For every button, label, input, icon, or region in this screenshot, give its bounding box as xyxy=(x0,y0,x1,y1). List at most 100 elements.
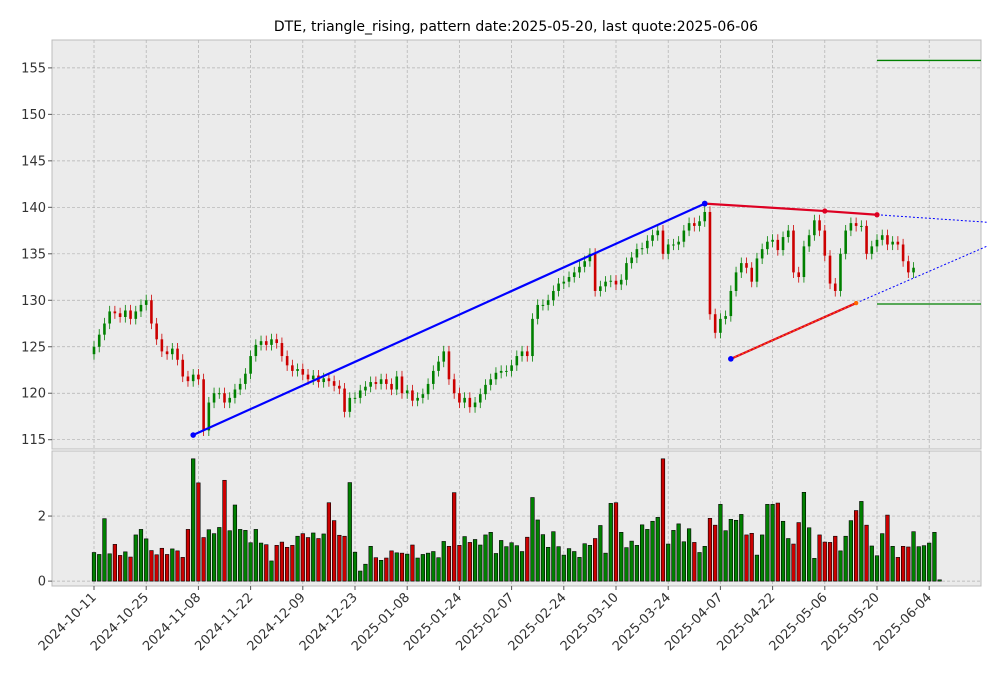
volume-bar xyxy=(827,542,833,582)
price-tick-label: 125 xyxy=(21,340,46,355)
candle-body xyxy=(296,369,299,371)
candle-body xyxy=(578,266,581,273)
volume-bar xyxy=(488,532,493,582)
candle-body xyxy=(311,375,315,380)
volume-bar xyxy=(937,579,942,582)
volume-bar xyxy=(441,541,446,582)
volume-bar xyxy=(739,514,744,582)
volume-bar xyxy=(598,525,603,582)
candle-body xyxy=(233,389,237,398)
volume-bar xyxy=(472,539,478,582)
volume-bar xyxy=(504,546,509,582)
volume-bar xyxy=(211,533,217,582)
candle-body xyxy=(818,220,821,231)
volume-bar xyxy=(713,524,718,582)
volume-bar xyxy=(206,529,211,582)
candle-body xyxy=(505,370,508,372)
volume-bar xyxy=(645,529,650,582)
candle-body xyxy=(823,230,827,256)
price-tick-label: 135 xyxy=(21,247,46,262)
volume-bar xyxy=(185,529,191,582)
volume-bar xyxy=(144,538,149,582)
candle-body xyxy=(593,253,597,291)
volume-bar xyxy=(603,552,608,582)
candle-body xyxy=(264,341,268,345)
volume-bar xyxy=(243,530,248,582)
volume-bar xyxy=(112,544,117,582)
candle-body xyxy=(739,263,743,273)
volume-bar xyxy=(890,546,895,582)
volume-bar xyxy=(373,557,378,582)
candle-body xyxy=(165,351,169,355)
volume-bar xyxy=(895,557,900,582)
candle-body xyxy=(432,370,435,384)
candle-body xyxy=(332,381,336,386)
volume-bar xyxy=(775,502,780,582)
price-tick-label: 150 xyxy=(21,108,46,123)
volume-bar xyxy=(332,520,337,582)
volume-bar xyxy=(159,547,164,582)
candle-body xyxy=(484,384,487,395)
candle-body xyxy=(807,235,811,247)
volume-tick-label: 2 xyxy=(38,510,46,525)
volume-bar xyxy=(791,543,796,582)
volume-bar xyxy=(264,544,269,582)
candle-body xyxy=(583,261,586,267)
candle-body xyxy=(181,359,185,377)
volume-bar xyxy=(681,541,686,582)
volume-bar xyxy=(702,546,707,582)
candle-body xyxy=(520,351,524,357)
volume-bar xyxy=(133,534,138,582)
volume-bar xyxy=(227,530,232,582)
volume-bar xyxy=(692,542,697,582)
volume-bar xyxy=(363,563,368,582)
candle-body xyxy=(134,311,138,319)
volume-bar xyxy=(118,555,123,582)
candle-body xyxy=(275,339,278,344)
volume-bar xyxy=(880,533,885,582)
candle-body xyxy=(567,277,571,282)
candle-body xyxy=(515,356,519,366)
pattern-lines xyxy=(190,59,987,438)
volume-bar xyxy=(347,482,352,582)
volume-bar xyxy=(666,543,671,582)
volume-bar xyxy=(843,535,848,582)
volume-bar xyxy=(97,554,102,582)
candle-body xyxy=(860,225,863,227)
volume-bar xyxy=(869,545,874,582)
volume-bar xyxy=(352,551,358,582)
volume-bar xyxy=(91,552,97,582)
candle-body xyxy=(463,397,466,403)
volume-bar xyxy=(838,550,843,582)
price-tick-label: 155 xyxy=(21,61,46,76)
volume-bar xyxy=(420,554,425,582)
candle-body xyxy=(562,281,566,284)
price-tick-label: 140 xyxy=(21,201,46,216)
volume-bar xyxy=(415,557,420,582)
volume-bar xyxy=(326,502,332,582)
candle-body xyxy=(646,240,649,249)
volume-bar xyxy=(525,536,530,582)
candle-body xyxy=(458,393,461,403)
candle-body xyxy=(854,223,858,226)
candle-body xyxy=(338,385,341,389)
candle-body xyxy=(510,365,513,371)
candle-body xyxy=(703,211,707,222)
candle-body xyxy=(385,379,388,384)
upper-trend-point xyxy=(822,208,828,214)
candle-body xyxy=(839,253,842,291)
candle-body xyxy=(552,290,555,301)
volume-bar xyxy=(760,534,765,582)
volume-bar xyxy=(425,552,431,582)
candle-body xyxy=(833,283,837,291)
candle-body xyxy=(640,248,644,250)
candle-body xyxy=(113,311,117,314)
candle-body xyxy=(228,397,232,403)
candle-body xyxy=(766,241,769,250)
volume-bar xyxy=(321,533,326,582)
volume-bar xyxy=(128,556,133,582)
volume-bar xyxy=(410,544,415,582)
candle-body xyxy=(150,300,153,324)
volume-bar xyxy=(180,557,185,582)
